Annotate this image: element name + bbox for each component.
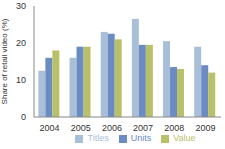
- svg-text:20: 20: [16, 38, 26, 48]
- svg-text:10: 10: [16, 75, 26, 85]
- svg-text:0: 0: [21, 112, 26, 122]
- svg-text:2008: 2008: [164, 123, 184, 133]
- svg-text:2005: 2005: [71, 123, 91, 133]
- svg-text:2009: 2009: [195, 123, 215, 133]
- html-text:Value: Value: [173, 133, 196, 143]
- svg-text:2006: 2006: [102, 123, 122, 133]
- html-text:Units: Units: [130, 133, 152, 143]
- html-text:Titles: Titles: [87, 133, 109, 143]
- svg-text:30: 30: [16, 1, 26, 11]
- svg-text:Share of retail video (%): Share of retail video (%): [8, 18, 9, 104]
- svg-text:2004: 2004: [40, 123, 60, 133]
- svg-text:2007: 2007: [133, 123, 153, 133]
